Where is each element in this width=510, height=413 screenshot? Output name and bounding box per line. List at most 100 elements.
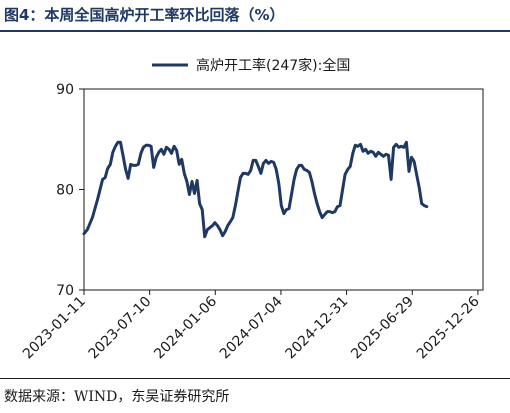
data-point	[283, 212, 285, 215]
data-point	[362, 150, 364, 153]
data-point	[375, 155, 377, 158]
data-point	[219, 228, 221, 231]
data-point	[316, 202, 318, 205]
data-point	[331, 211, 334, 214]
data-point	[426, 205, 428, 208]
data-point	[280, 204, 283, 207]
data-point	[247, 173, 249, 176]
data-point	[83, 232, 85, 235]
data-point	[124, 168, 127, 171]
data-point	[418, 186, 421, 189]
data-point	[359, 143, 362, 146]
data-point	[329, 210, 331, 213]
data-point	[377, 151, 380, 154]
data-point	[265, 159, 267, 162]
data-point	[106, 167, 109, 170]
data-point	[165, 146, 168, 149]
data-point	[278, 182, 280, 185]
data-point	[155, 156, 157, 159]
data-point	[285, 208, 288, 211]
y-tick-label: 70	[56, 283, 74, 299]
data-point	[109, 163, 112, 166]
chart-title: 图4：本周全国高炉开工率环比回落（%）	[4, 6, 285, 24]
data-point	[132, 164, 134, 167]
data-point	[313, 192, 316, 195]
data-point	[395, 143, 398, 146]
data-point	[413, 160, 415, 163]
data-point	[168, 148, 170, 151]
data-point	[191, 180, 193, 183]
data-point	[193, 192, 196, 195]
data-point	[170, 152, 173, 155]
data-point	[232, 216, 234, 219]
data-point	[267, 162, 270, 165]
data-point	[140, 152, 142, 155]
x-tick-label: 2024-01-06	[151, 293, 220, 362]
y-tick-label: 80	[56, 183, 74, 199]
data-point	[403, 146, 405, 149]
x-tick-label: 2024-12-31	[283, 294, 352, 363]
data-point	[380, 153, 382, 156]
data-point	[160, 148, 163, 151]
data-point	[147, 144, 150, 147]
data-point	[390, 178, 392, 181]
x-tick-label: 2025-12-26	[414, 293, 483, 362]
data-point	[226, 224, 229, 227]
data-point	[303, 168, 306, 171]
data-point	[255, 159, 257, 162]
source-divider	[0, 378, 510, 379]
data-point	[293, 178, 295, 181]
data-point	[385, 153, 387, 156]
data-point	[206, 228, 209, 231]
data-point	[323, 213, 326, 216]
x-tick-label: 2024-07-04	[217, 293, 286, 362]
data-point	[214, 221, 216, 224]
data-point	[244, 172, 247, 175]
data-point	[209, 226, 211, 229]
data-point	[86, 228, 89, 231]
data-point	[257, 165, 260, 168]
data-point	[367, 152, 369, 155]
data-point	[173, 145, 175, 148]
x-tick-label: 2023-07-10	[86, 294, 155, 363]
data-point	[290, 193, 293, 196]
data-point	[352, 152, 354, 155]
data-point	[321, 216, 324, 219]
title-divider	[0, 30, 510, 32]
data-point	[405, 141, 408, 144]
data-point	[298, 164, 301, 167]
data-point	[349, 165, 352, 168]
data-point	[326, 210, 329, 213]
data-point	[119, 141, 122, 144]
data-point	[423, 204, 426, 207]
data-point	[127, 177, 129, 180]
plot-area	[82, 140, 429, 239]
data-point	[234, 204, 237, 207]
data-point	[178, 163, 180, 166]
data-point	[372, 151, 375, 154]
legend-label: 高炉开工率(247家):全国	[196, 57, 350, 74]
data-point	[300, 164, 303, 167]
data-point	[357, 145, 359, 148]
data-point	[135, 164, 137, 167]
data-point	[180, 158, 183, 161]
legend: 高炉开工率(247家):全国	[152, 57, 350, 74]
data-point	[252, 159, 254, 162]
data-point	[163, 153, 165, 156]
data-point	[369, 150, 372, 153]
data-point	[270, 160, 272, 163]
data-point	[101, 178, 104, 181]
data-point	[237, 190, 239, 193]
plot-frame	[83, 88, 484, 291]
data-point	[260, 172, 262, 175]
data-point	[224, 230, 226, 233]
data-point	[175, 149, 178, 152]
data-point	[275, 168, 278, 171]
data-point	[288, 207, 290, 210]
source-note: 数据来源：WIND，东吴证券研究所	[4, 389, 230, 405]
data-point	[137, 163, 140, 166]
data-point	[216, 224, 219, 227]
data-point	[344, 173, 346, 176]
x-tick-label: 2023-01-11	[20, 294, 89, 363]
data-point	[239, 176, 242, 179]
